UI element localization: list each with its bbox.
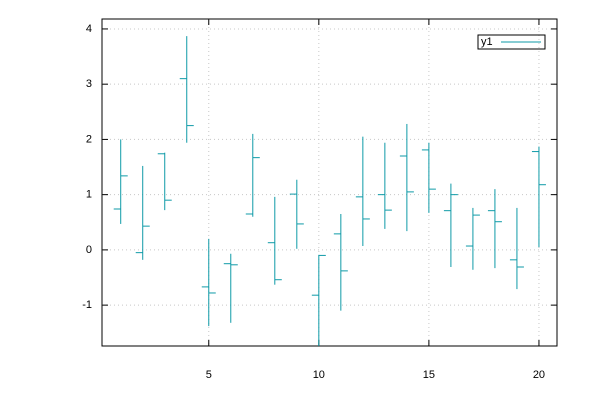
x-tick-label: 15 (423, 369, 435, 381)
y-tick-label: 3 (86, 78, 92, 90)
y-tick-label: 1 (86, 189, 92, 201)
x-tick-label: 5 (206, 369, 212, 381)
x-tick-label: 10 (313, 369, 325, 381)
y-tick-label: 4 (86, 23, 92, 35)
y-tick-label: 2 (86, 133, 92, 145)
plot-frame (101, 18, 558, 347)
y-tick-label: -1 (82, 299, 92, 311)
legend-box (477, 34, 546, 50)
legend-label: y1 (481, 36, 493, 48)
x-tick-label: 20 (533, 369, 545, 381)
y-tick-label: 0 (86, 244, 92, 256)
